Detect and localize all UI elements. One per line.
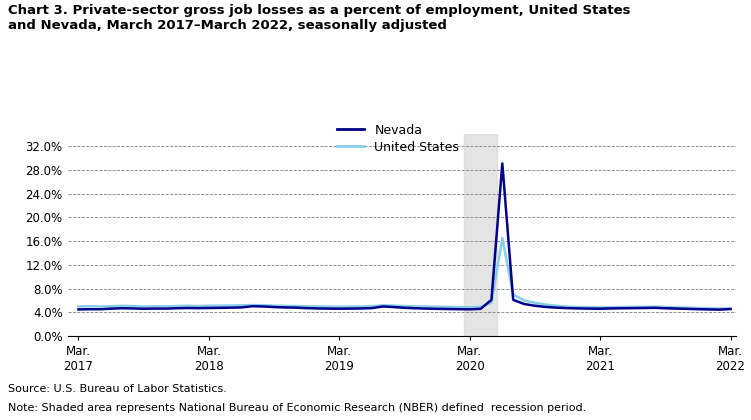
Text: Note: Shaded area represents National Bureau of Economic Research (NBER) defined: Note: Shaded area represents National Bu…: [8, 403, 586, 413]
Text: Chart 3. Private-sector gross job losses as a percent of employment, United Stat: Chart 3. Private-sector gross job losses…: [8, 4, 630, 32]
Text: Source: U.S. Bureau of Labor Statistics.: Source: U.S. Bureau of Labor Statistics.: [8, 384, 226, 394]
Legend: Nevada, United States: Nevada, United States: [337, 124, 459, 154]
Bar: [464, 134, 497, 336]
